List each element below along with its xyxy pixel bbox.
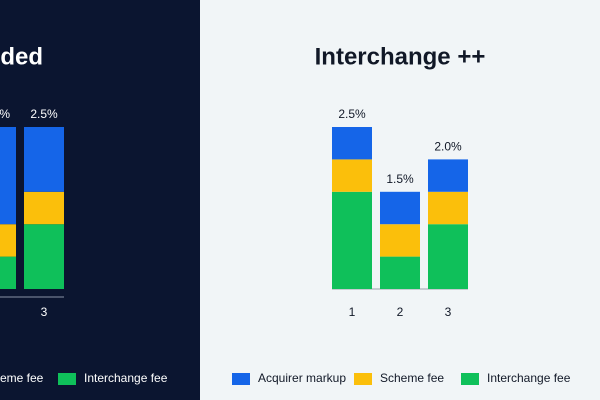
legend-label: Interchange fee xyxy=(487,371,571,385)
bar-segment xyxy=(24,127,64,192)
bar-segment xyxy=(428,224,468,289)
bar-segment xyxy=(428,191,468,225)
chart-title: ded xyxy=(0,43,43,70)
x-tick-label: 3 xyxy=(445,305,452,319)
value-label: 2.5% xyxy=(30,107,58,121)
value-label: 1.5% xyxy=(386,172,414,186)
legend-swatch xyxy=(461,373,479,385)
value-label: 2.5% xyxy=(338,107,366,121)
x-tick-label: 1 xyxy=(349,305,356,319)
bar-segment xyxy=(0,256,16,289)
bar-segment xyxy=(428,159,468,192)
legend-swatch xyxy=(354,373,372,385)
value-label: 2.0% xyxy=(434,140,462,154)
value-label: % xyxy=(0,107,10,121)
legend-label: Acquirer markup xyxy=(258,371,346,385)
legend-swatch xyxy=(232,373,250,385)
bar-segment xyxy=(332,159,372,192)
x-tick-label: 3 xyxy=(41,305,48,319)
bar-segment xyxy=(332,191,372,289)
legend-label: Interchange fee xyxy=(84,371,168,385)
legend-label: eme fee xyxy=(0,371,44,385)
bar-segment xyxy=(380,256,420,289)
bar-segment xyxy=(0,127,16,225)
bar-segment xyxy=(24,191,64,225)
legend-swatch xyxy=(58,373,76,385)
bar-segment xyxy=(380,224,420,257)
legend-label: Scheme fee xyxy=(380,371,444,385)
x-tick-label: 2 xyxy=(397,305,404,319)
bar-segment xyxy=(24,224,64,289)
chart-title: Interchange ++ xyxy=(315,43,486,70)
bar-segment xyxy=(0,224,16,257)
bar-segment xyxy=(332,127,372,160)
bar-segment xyxy=(380,191,420,225)
